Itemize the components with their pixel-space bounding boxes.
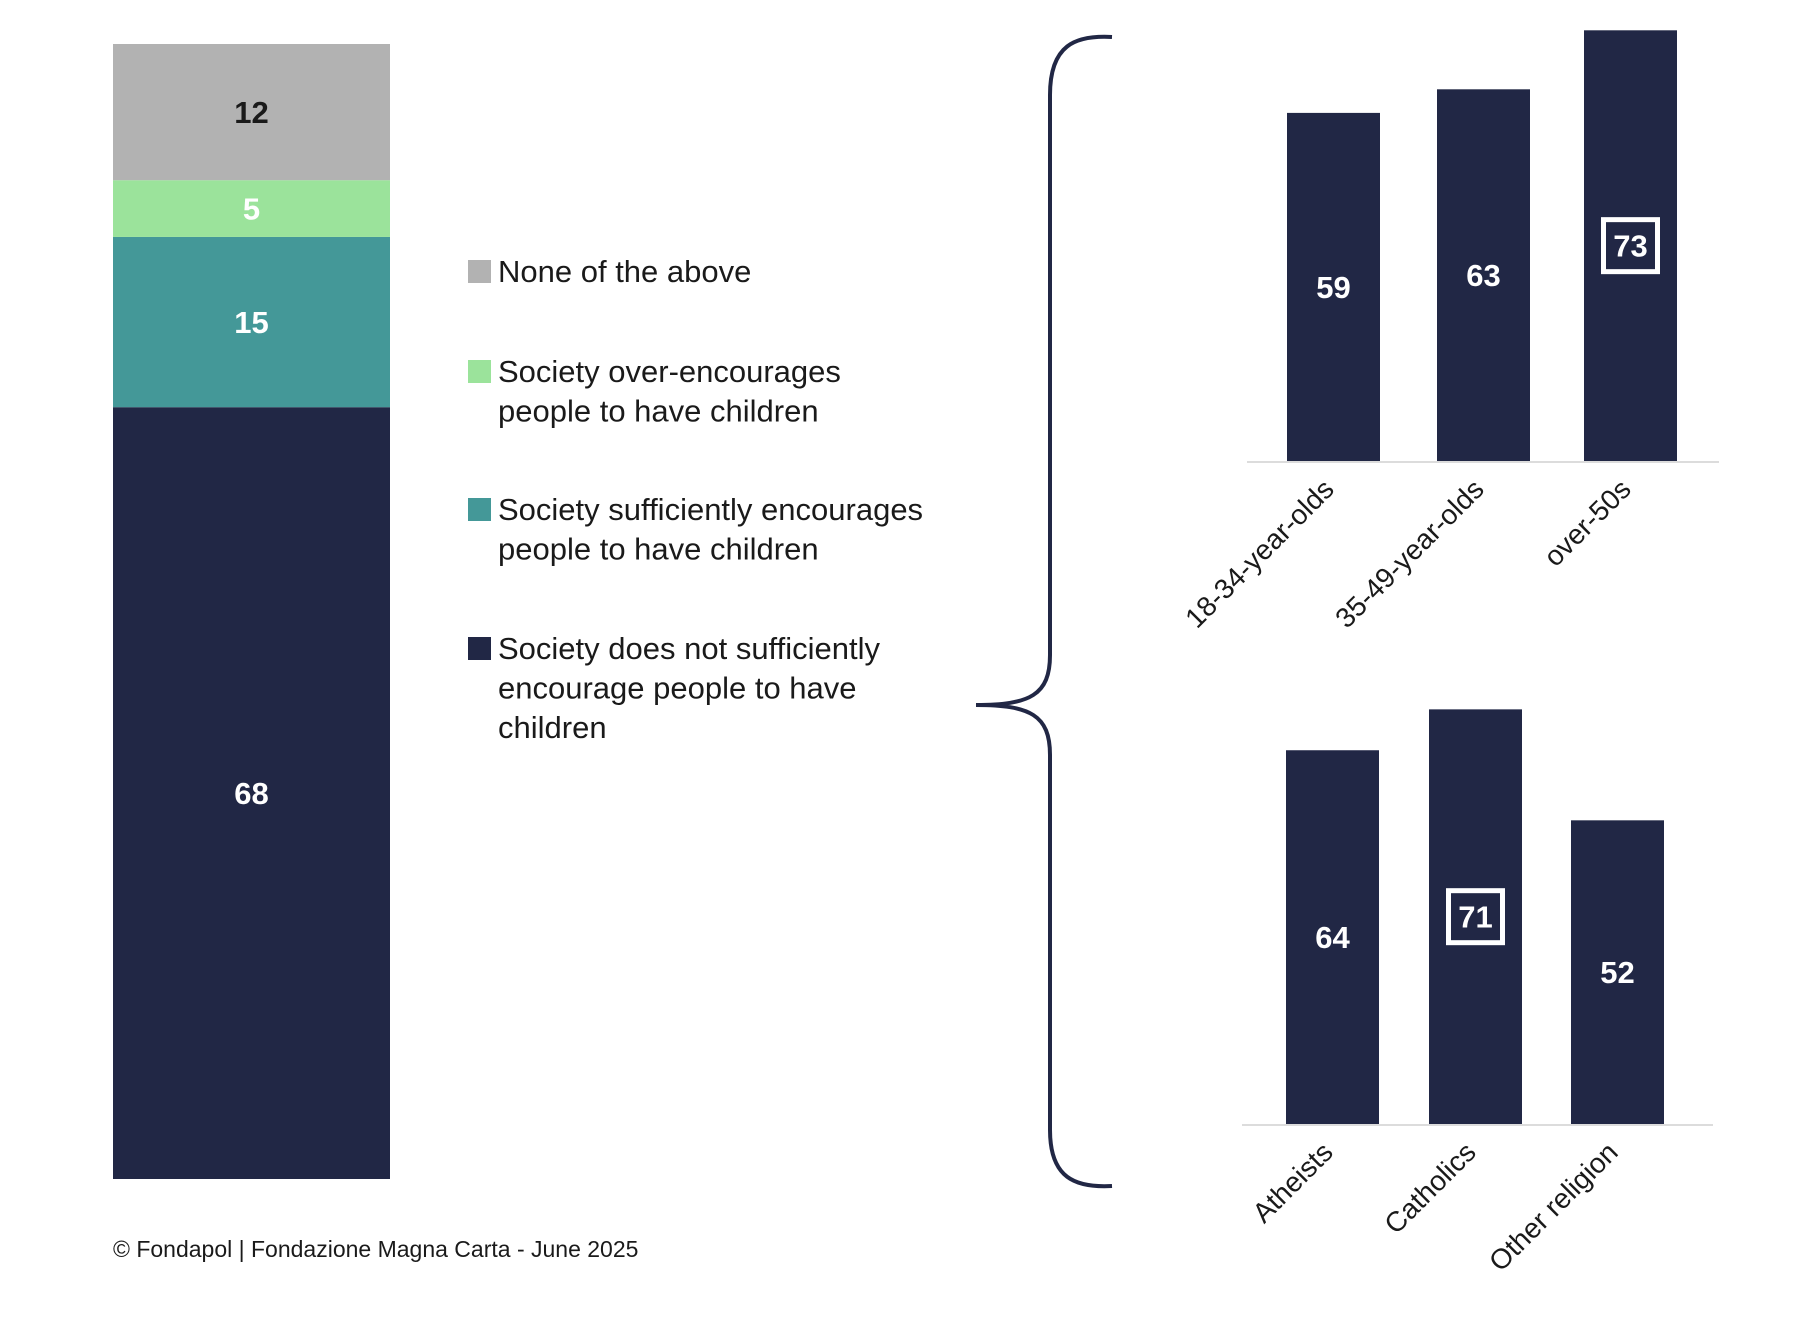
bar-value-label: 71 — [1458, 900, 1492, 935]
bar — [1286, 750, 1379, 1124]
legend-swatch — [468, 637, 491, 660]
legend-label: Society sufficiently encourages — [498, 492, 923, 527]
legend-label: encourage people to have — [498, 671, 857, 706]
stacked-bar-chart: 68 15 5 12 — [113, 44, 390, 1179]
bar-value-label: 64 — [1315, 920, 1350, 955]
segment-value-label: 68 — [234, 776, 268, 811]
bar — [1287, 112, 1380, 462]
category-tick-label: Atheists — [1246, 1136, 1338, 1228]
bar-value-label: 52 — [1600, 955, 1634, 990]
bar — [1437, 89, 1530, 462]
category-tick-label: 35-49-year-olds — [1329, 473, 1490, 634]
legend-label: people to have children — [498, 532, 819, 567]
legend-swatch — [468, 498, 491, 521]
religion-bar-chart: 64 Atheists 71 Catholics 52 Other religion — [1242, 709, 1713, 1277]
category-tick-label: Other religion — [1483, 1136, 1624, 1277]
footer-source: © Fondapol | Fondazione Magna Carta - Ju… — [113, 1236, 638, 1262]
category-tick-label: 18-34-year-olds — [1179, 473, 1340, 634]
stacked-segment — [113, 236, 390, 408]
bar-value-label: 73 — [1613, 229, 1647, 264]
legend-label: Society over-encourages — [498, 354, 841, 389]
stacked-segment — [113, 44, 390, 181]
legend-swatch — [468, 260, 491, 283]
legend-swatch — [468, 360, 491, 383]
legend-label: None of the above — [498, 254, 751, 289]
curly-brace-connector — [975, 34, 1113, 1189]
legend-label: Society does not sufficiently — [498, 631, 880, 666]
legend: None of the above Society over-encourages… — [468, 254, 923, 745]
legend-label: people to have children — [498, 394, 819, 429]
bar — [1584, 30, 1677, 462]
bar-value-label: 63 — [1466, 258, 1500, 293]
segment-value-label: 5 — [243, 192, 260, 227]
legend-label: children — [498, 710, 607, 745]
segment-value-label: 12 — [234, 95, 268, 130]
bar — [1429, 709, 1522, 1124]
category-tick-label: Catholics — [1378, 1136, 1481, 1239]
age-bar-chart: 59 18-34-year-olds 63 35-49-year-olds 73 over… — [1179, 30, 1719, 634]
bar — [1571, 820, 1664, 1124]
highlight-box — [1446, 888, 1505, 946]
stacked-segment — [113, 180, 390, 237]
bar-value-label: 59 — [1316, 270, 1350, 305]
stacked-segment — [113, 407, 390, 1179]
highlight-box — [1601, 217, 1660, 275]
category-tick-label: over-50s — [1538, 473, 1637, 572]
segment-value-label: 15 — [234, 305, 268, 340]
